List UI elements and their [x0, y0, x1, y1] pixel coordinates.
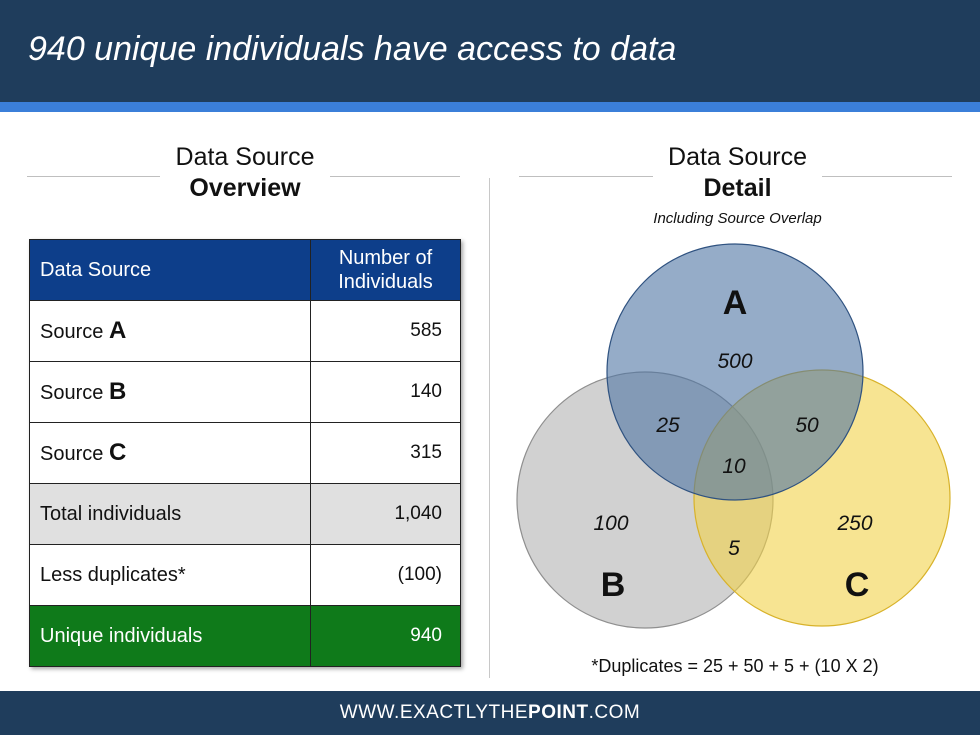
row-prefix: Source: [40, 443, 109, 465]
footer-url-point: POINT: [528, 702, 589, 723]
row-value: 1,040: [310, 483, 461, 545]
page-title: 940 unique individuals have access to da…: [28, 30, 677, 68]
row-value: 315: [310, 422, 461, 484]
overview-heading-line1: Data Source: [175, 143, 315, 171]
venn-value-a-only: 500: [717, 350, 752, 373]
venn-value-ab: 25: [655, 414, 680, 437]
detail-rule-right: [822, 176, 952, 177]
table-row: Source C 315: [29, 422, 461, 484]
row-label: Source A: [29, 300, 311, 362]
venn-diagram: A B C 500 100 250 25 50 10 5: [516, 243, 951, 629]
table-row: Source A 585: [29, 300, 461, 362]
header-number-of-individuals: Number of Individuals: [310, 239, 461, 301]
venn-label-a: A: [723, 284, 748, 322]
column-divider: [489, 178, 490, 678]
duplicates-row: Less duplicates* (100): [29, 544, 461, 606]
overview-heading-line2: Overview: [189, 174, 301, 202]
footer-url[interactable]: WWW.EXACTLYTHEPOINT.COM: [340, 702, 640, 723]
row-label: Less duplicates*: [29, 544, 311, 606]
venn-circle-a: [606, 243, 864, 501]
footer-url-prefix: WWW.: [339, 702, 400, 723]
row-prefix: Source: [40, 321, 109, 343]
venn-value-b-only: 100: [593, 512, 628, 535]
detail-heading-line1: Data Source: [668, 143, 807, 171]
row-letter: B: [108, 378, 127, 405]
detail-rule-left: [519, 176, 653, 177]
row-letter: A: [108, 317, 127, 344]
venn-label-b: B: [601, 566, 626, 604]
row-letter: C: [108, 439, 127, 466]
table-header-row: Data Source Number of Individuals: [29, 239, 461, 301]
footer-bar: WWW.EXACTLYTHEPOINT.COM: [0, 691, 980, 735]
venn-value-ac: 50: [795, 414, 819, 437]
data-source-table: Data Source Number of Individuals Source…: [29, 239, 461, 667]
row-label: Total individuals: [29, 483, 311, 545]
detail-heading: Data Source Detail Including Source Over…: [600, 142, 875, 230]
duplicates-footnote: *Duplicates = 25 + 50 + 5 + (10 X 2): [591, 656, 879, 676]
table-row: Source B 140: [29, 361, 461, 423]
overview-heading: Data Source Overview: [160, 142, 330, 204]
row-label: Source B: [29, 361, 311, 423]
row-label: Unique individuals: [29, 605, 311, 667]
accent-bar: [0, 102, 980, 112]
venn-value-abc: 10: [722, 455, 746, 478]
header-data-source: Data Source: [29, 239, 311, 301]
header-number-of: Number of: [338, 247, 433, 269]
overview-rule-left: [27, 176, 160, 177]
venn-label-c: C: [845, 566, 870, 604]
footer-url-the: THE: [488, 702, 529, 723]
venn-value-c-only: 250: [836, 512, 872, 535]
row-value: (100): [310, 544, 461, 606]
row-value: 940: [310, 605, 461, 667]
detail-heading-line2: Detail: [703, 174, 772, 202]
total-row: Total individuals 1,040: [29, 483, 461, 545]
footer-url-suffix: .COM: [588, 702, 641, 723]
row-prefix: Source: [40, 382, 109, 404]
header-individuals: Individuals: [338, 271, 433, 293]
venn-value-bc: 5: [728, 537, 740, 560]
footer-url-exactly: EXACTLY: [399, 702, 489, 723]
unique-row: Unique individuals 940: [29, 605, 461, 667]
row-value: 140: [310, 361, 461, 423]
detail-subtitle: Including Source Overlap: [653, 210, 822, 227]
row-value: 585: [310, 300, 461, 362]
header-bar: 940 unique individuals have access to da…: [0, 0, 980, 102]
row-label: Source C: [29, 422, 311, 484]
overview-rule-right: [330, 176, 460, 177]
